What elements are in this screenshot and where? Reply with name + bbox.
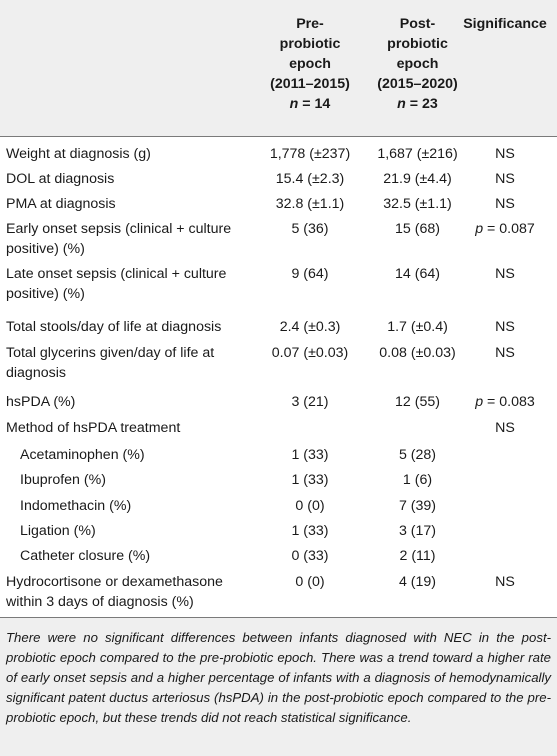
row-label: PMA at diagnosis (6, 196, 116, 212)
row-label: Catheter closure (%) (20, 548, 151, 564)
row-label: Early onset sepsis (clinical + culture p… (6, 219, 254, 259)
significance-value: NS (495, 146, 515, 162)
row-label: Method of hsPDA treatment (6, 420, 181, 436)
pre-value: 32.8 (±1.1) (275, 196, 345, 212)
row-label: Hydrocortisone or dexamethasone within 3… (6, 572, 254, 612)
post-value: 0.08 (±0.03) (379, 345, 456, 361)
post-value: 15 (68) (395, 221, 440, 237)
significance-value: p = 0.087 (455, 219, 555, 239)
post-value: 32.5 (±1.1) (383, 196, 452, 212)
post-value: 5 (28) (398, 447, 437, 463)
row-label-line: positive) (%) (6, 241, 85, 257)
pre-value: 2.4 (±0.3) (279, 319, 341, 335)
n-symbol: n (397, 96, 406, 112)
header-n: n = 23 (365, 94, 470, 114)
pre-value: 0 (33) (291, 548, 329, 564)
row-label: Total glycerins given/day of life at dia… (6, 343, 254, 383)
post-value: 4 (19) (398, 574, 437, 590)
post-value: 7 (39) (398, 498, 437, 514)
post-value: 1.7 (±0.4) (387, 319, 448, 335)
n-symbol: n (289, 96, 299, 112)
pre-value: 9 (64) (291, 266, 329, 282)
pre-value: 0.07 (±0.03) (271, 345, 349, 361)
significance-value: NS (495, 266, 515, 282)
header-divider (0, 136, 557, 137)
post-value: 3 (17) (398, 523, 437, 539)
header-significance: Significance (455, 14, 555, 34)
row-label-line: positive) (%) (6, 286, 85, 302)
header-text: (2011–2015) (270, 76, 350, 92)
pre-value: 5 (36) (291, 221, 329, 237)
pre-value: 1,778 (±237) (269, 146, 351, 162)
row-label: Acetaminophen (%) (20, 447, 145, 463)
header-post-probiotic: Post- probiotic epoch (2015–2020) n = 23 (365, 14, 470, 114)
table-header-band (0, 0, 557, 136)
row-label: Late onset sepsis (clinical + culture po… (6, 264, 254, 304)
header-text: epoch (289, 56, 331, 72)
header-text: Pre- (296, 16, 324, 32)
header-text: Post- (399, 16, 436, 32)
pre-value: 3 (21) (291, 394, 329, 410)
significance-value: NS (495, 420, 515, 436)
post-value: 1 (6) (402, 472, 433, 488)
p-symbol: p (475, 221, 484, 237)
pre-value: 0 (0) (295, 574, 325, 590)
significance-value: NS (495, 171, 515, 187)
post-value: 1,687 (±216) (377, 146, 458, 162)
p-value: = 0.087 (483, 221, 535, 237)
pre-value: 15.4 (±2.3) (275, 171, 345, 187)
header-n: n = 14 (255, 94, 365, 114)
n-value: = 14 (302, 96, 331, 112)
row-label: Ibuprofen (%) (20, 472, 106, 488)
significance-value: NS (495, 345, 515, 361)
post-value: 12 (55) (395, 394, 440, 410)
significance-value: NS (495, 196, 515, 212)
row-label-line: Late onset sepsis (clinical + culture (6, 266, 227, 282)
header-text: (2015–2020) (377, 76, 458, 92)
post-value: 2 (11) (399, 548, 436, 564)
pre-value: 0 (0) (295, 498, 325, 514)
footer-divider (0, 617, 557, 618)
post-value: 14 (64) (395, 266, 440, 282)
header-text: probiotic (387, 36, 448, 52)
row-label: Indomethacin (%) (20, 498, 132, 514)
significance-value: NS (495, 574, 515, 590)
header-text: epoch (396, 56, 439, 72)
row-label: Ligation (%) (20, 523, 96, 539)
significance-value: NS (495, 319, 515, 335)
n-value: = 23 (409, 96, 438, 112)
pre-value: 1 (33) (291, 447, 329, 463)
row-label: Weight at diagnosis (g) (6, 146, 151, 162)
row-label-line: within 3 days of diagnosis (%) (6, 594, 194, 610)
header-pre-probiotic: Pre- probiotic epoch (2011–2015) n = 14 (255, 14, 365, 114)
row-label: hsPDA (%) (6, 394, 76, 410)
pre-value: 1 (33) (291, 472, 329, 488)
table-footnote: There were no significant differences be… (0, 618, 557, 756)
row-label-line: Hydrocortisone or dexamethasone (6, 574, 223, 590)
row-label-line: Early onset sepsis (clinical + culture (6, 221, 232, 237)
p-value: = 0.083 (483, 394, 535, 410)
post-value: 21.9 (±4.4) (383, 171, 452, 187)
row-label-line: Total glycerins given/day of life at (6, 345, 215, 361)
row-label: Total stools/day of life at diagnosis (6, 319, 222, 335)
header-text: probiotic (279, 36, 341, 52)
significance-value: p = 0.083 (455, 392, 555, 412)
pre-value: 1 (33) (291, 523, 329, 539)
header-text: Significance (463, 16, 547, 32)
row-label: DOL at diagnosis (6, 171, 115, 187)
p-symbol: p (475, 394, 484, 410)
row-label-line: diagnosis (6, 365, 66, 381)
footnote-text: There were no significant differences be… (6, 630, 551, 725)
